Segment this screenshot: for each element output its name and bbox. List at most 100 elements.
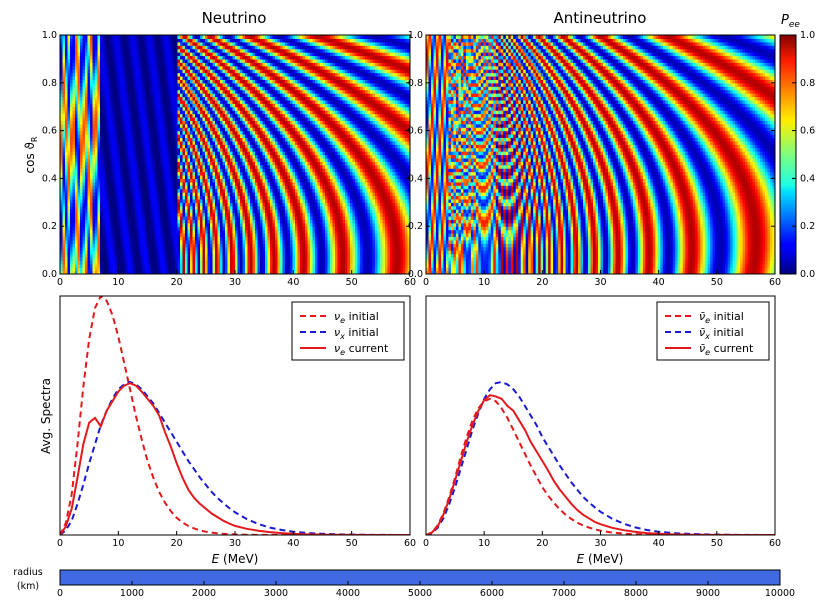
heatmap-cell	[100, 48, 104, 53]
heatmap-cell	[170, 140, 174, 145]
heatmap-cell	[220, 113, 224, 118]
heatmap-cell	[90, 96, 94, 101]
heatmap-cell	[212, 35, 216, 40]
heatmap-cell	[172, 168, 176, 173]
heatmap-cell	[147, 130, 151, 135]
heatmap-cell	[67, 229, 71, 234]
heatmap-cell	[110, 209, 114, 214]
heatmap-cell	[167, 93, 171, 98]
heatmap-cell	[95, 69, 99, 74]
heatmap-cell	[207, 35, 211, 40]
heatmap-cell	[222, 93, 226, 98]
heatmap-cell	[82, 82, 86, 87]
heatmap-cell	[87, 89, 91, 94]
heatmap-cell	[70, 198, 74, 203]
heatmap-cell	[230, 270, 234, 274]
heatmap-cell	[110, 205, 114, 210]
heatmap-cell	[72, 222, 76, 227]
heatmap-cell	[132, 75, 136, 80]
heatmap-cell	[117, 38, 121, 43]
heatmap-cell	[145, 151, 149, 156]
heatmap-cell	[170, 147, 174, 152]
heatmap-cell	[80, 222, 84, 227]
heatmap-cell	[75, 75, 79, 80]
heatmap-cell	[150, 229, 154, 234]
heatmap-cell	[232, 58, 236, 63]
heatmap-cell	[165, 151, 169, 156]
heatmap-cell	[235, 151, 239, 156]
heatmap-cell	[205, 202, 209, 207]
heatmap-cell	[157, 130, 161, 135]
heatmap-cell	[190, 144, 194, 149]
heatmap-cell	[205, 267, 209, 272]
heatmap-cell	[170, 82, 174, 87]
heatmap-cell	[135, 260, 139, 265]
heatmap-cell	[200, 215, 204, 220]
heatmap-cell	[200, 161, 204, 166]
heatmap-cell	[230, 144, 234, 149]
heatmap-cell	[90, 270, 94, 274]
heatmap-cell	[117, 123, 121, 128]
heatmap-cell	[225, 164, 229, 169]
heatmap-cell	[122, 178, 126, 183]
heatmap-cell	[235, 270, 239, 274]
heatmap-cell	[170, 243, 174, 248]
heatmap-cell	[87, 103, 91, 108]
heatmap-cell	[205, 86, 209, 91]
heatmap-cell	[185, 130, 189, 135]
heatmap-cell	[210, 212, 214, 217]
heatmap-cell	[95, 185, 99, 190]
heatmap-cell	[107, 65, 111, 70]
heatmap-cell	[107, 103, 111, 108]
heatmap-cell	[165, 99, 169, 104]
heatmap-cell	[65, 140, 69, 145]
heatmap-cell	[227, 82, 231, 87]
heatmap-cell	[192, 239, 196, 244]
heatmap-cell	[130, 219, 134, 224]
heatmap-cell	[222, 38, 226, 43]
heatmap-cell	[150, 55, 154, 60]
heatmap-cell	[220, 130, 224, 135]
heatmap-cell	[220, 69, 224, 74]
heatmap-cell	[87, 48, 91, 53]
heatmap-cell	[137, 48, 141, 53]
heatmap-cell	[215, 52, 219, 57]
heatmap-cell	[157, 45, 161, 50]
heatmap-cell	[70, 55, 74, 60]
heatmap-cell	[177, 209, 181, 214]
heatmap-cell	[77, 205, 81, 210]
heatmap-cell	[65, 72, 69, 77]
heatmap-cell	[80, 253, 84, 258]
heatmap-cell	[167, 154, 171, 159]
heatmap-cell	[177, 188, 181, 193]
heatmap-cell	[87, 58, 91, 63]
heatmap-cell	[150, 181, 154, 186]
heatmap-cell	[232, 103, 236, 108]
heatmap-cell	[205, 164, 209, 169]
heatmap-cell	[130, 157, 134, 162]
heatmap-cell	[85, 209, 89, 214]
heatmap-cell	[220, 127, 224, 132]
heatmap-cell	[142, 65, 146, 70]
heatmap-cell	[212, 198, 216, 203]
heatmap-cell	[112, 174, 116, 179]
heatmap-cell	[110, 270, 114, 274]
heatmap-cell	[105, 58, 109, 63]
heatmap-cell	[107, 202, 111, 207]
heatmap-cell	[60, 130, 64, 135]
heatmap-cell	[147, 267, 151, 272]
heatmap-cell	[195, 188, 199, 193]
heatmap-cell	[82, 168, 86, 173]
heatmap-cell	[135, 127, 139, 132]
heatmap-cell	[110, 137, 114, 142]
heatmap-cell	[172, 38, 176, 43]
heatmap-cell	[82, 79, 86, 84]
heatmap-cell	[197, 246, 201, 251]
heatmap-cell	[162, 181, 166, 186]
heatmap-cell	[207, 192, 211, 197]
heatmap-cell	[167, 35, 171, 40]
heatmap-cell	[185, 188, 189, 193]
heatmap-cell	[90, 250, 94, 255]
heatmap-cell	[137, 52, 141, 57]
heatmap-cell	[130, 229, 134, 234]
